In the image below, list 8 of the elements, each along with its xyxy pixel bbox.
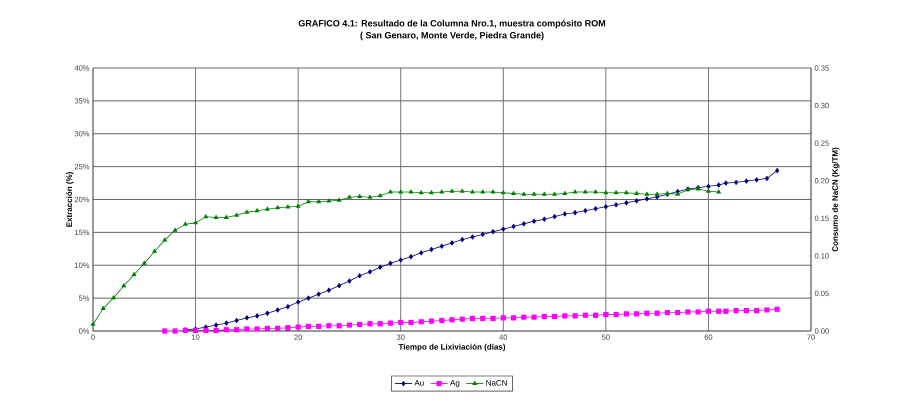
y2-axis-title: Consumo de NaCN (Kg/TM) — [832, 148, 840, 252]
chart-title: GRAFICO 4.1: Resultado de la Columna Nro.1, muestra compósito ROM — [298, 20, 606, 28]
y-axis-title: Extracción (%) — [66, 172, 74, 227]
legend-label: NaCN — [486, 380, 507, 386]
chart-subtitle: ( San Genaro, Monte Verde, Piedra Grande) — [360, 32, 544, 40]
x-axis-title: Tiempo de Lixiviación (días) — [398, 344, 506, 352]
legend-label: Au — [414, 380, 424, 386]
legend-label: Ag — [450, 380, 460, 388]
